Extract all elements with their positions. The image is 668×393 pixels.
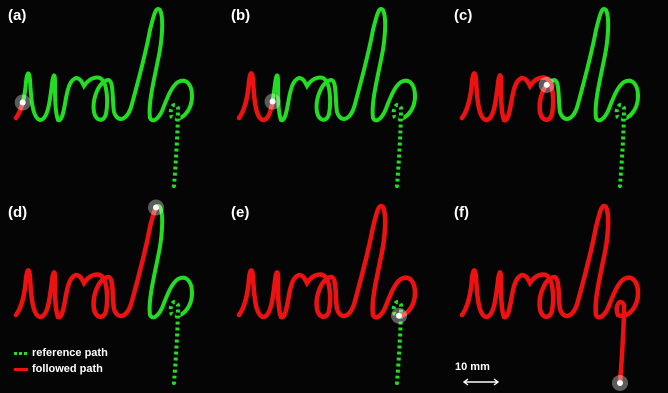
- word-trace: [236, 203, 418, 386]
- tool-tip-marker: [396, 312, 403, 319]
- word-trace: [236, 6, 418, 189]
- word-trace: [13, 6, 195, 189]
- panel-label: (b): [231, 7, 251, 24]
- panel-c: (c): [446, 0, 668, 196]
- word-trace: [13, 199, 195, 386]
- panel-label: (d): [8, 204, 28, 221]
- panel-b: (b): [223, 0, 445, 196]
- tool-tip-marker: [19, 99, 26, 106]
- followed-path: [459, 6, 641, 189]
- panel-label: (f): [454, 204, 469, 221]
- reference-path: [460, 7, 641, 188]
- scale-label: 10 mm: [455, 361, 490, 373]
- reference-path: [14, 7, 195, 188]
- legend-followed: followed path: [14, 363, 103, 375]
- reference-swatch: [14, 351, 28, 355]
- panel-f: (f): [446, 197, 668, 393]
- reference-path: [237, 7, 418, 188]
- tool-tip-marker: [543, 81, 550, 88]
- followed-path: [13, 203, 195, 386]
- tool-tip-marker: [153, 204, 160, 211]
- legend-followed-label: followed path: [32, 363, 103, 375]
- panel-e: (e): [223, 197, 445, 393]
- tool-tip-marker: [617, 380, 623, 386]
- tool-tip-marker: [269, 98, 276, 105]
- panel-label: (a): [8, 7, 27, 24]
- word-trace: [459, 6, 641, 189]
- panel-a: (a): [0, 0, 222, 196]
- panel-d: (d): [0, 197, 222, 393]
- scale-bar: [462, 378, 500, 386]
- panel-label: (c): [454, 7, 473, 24]
- legend-reference: reference path: [14, 347, 108, 359]
- word-trace: [459, 203, 641, 391]
- followed-path: [236, 203, 418, 386]
- followed-swatch: [14, 367, 28, 371]
- panel-label: (e): [231, 204, 250, 221]
- followed-path: [459, 203, 641, 386]
- legend-reference-label: reference path: [32, 347, 108, 359]
